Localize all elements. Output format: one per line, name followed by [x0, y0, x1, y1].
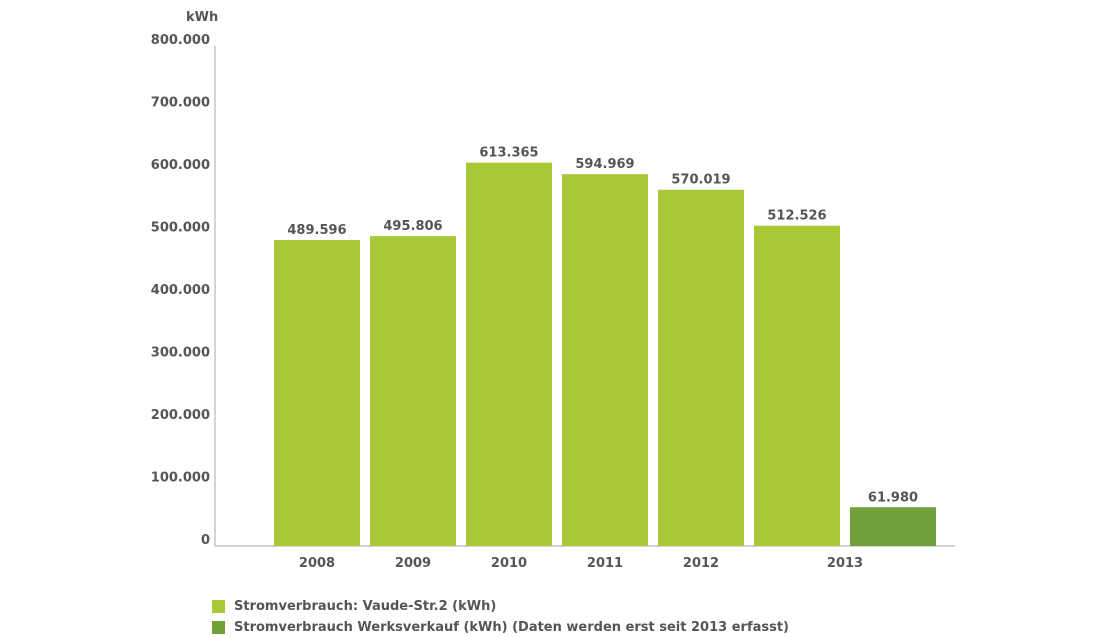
value-label-2009-series-1: 495.806: [383, 219, 442, 234]
bar-2012-series-1: [658, 189, 744, 546]
bar-2011-series-1: [562, 174, 648, 546]
x-tick-label-2013: 2013: [827, 556, 863, 571]
y-axis-label: kWh: [186, 10, 218, 25]
bar-2013-series-1: [754, 225, 840, 546]
bar-chart: kWh 0 100.000 200.000 300.000 400.000 500.000…: [151, 10, 955, 571]
bar-2008-series-1: [274, 240, 360, 546]
y-tick-label: 700.000: [151, 96, 210, 111]
bar-2013-series-2: [850, 507, 936, 546]
x-tick-label-2009: 2009: [395, 556, 431, 571]
legend-label-vaude-str2: Stromverbrauch: Vaude-Str.2 (kWh): [234, 599, 497, 614]
value-label-2010-series-1: 613.365: [479, 146, 538, 161]
legend-swatch-werksverkauf: [212, 621, 225, 634]
y-tick-label: 300.000: [151, 346, 210, 361]
y-tick-label: 100.000: [151, 471, 210, 486]
value-label-2013-series-1: 512.526: [767, 209, 826, 224]
legend-item-vaude-str2: Stromverbrauch: Vaude-Str.2 (kWh): [212, 596, 789, 617]
legend-swatch-vaude-str2: [212, 600, 225, 613]
y-tick-label: 800.000: [151, 33, 210, 48]
legend-item-werksverkauf: Stromverbrauch Werksverkauf (kWh) (Daten…: [212, 617, 789, 638]
y-tick-label: 0: [201, 533, 210, 548]
legend-label-werksverkauf: Stromverbrauch Werksverkauf (kWh) (Daten…: [234, 620, 790, 635]
y-tick-label: 500.000: [151, 221, 210, 236]
bar-2010-series-1: [466, 162, 552, 546]
x-tick-label-2011: 2011: [587, 556, 623, 571]
y-tick-label: 600.000: [151, 158, 210, 173]
value-label-2011-series-1: 594.969: [575, 157, 634, 172]
y-tick-label: 400.000: [151, 283, 210, 298]
y-tick-label: 200.000: [151, 408, 210, 423]
legend: Stromverbrauch: Vaude-Str.2 (kWh) Stromv…: [212, 596, 789, 638]
x-tick-label-2010: 2010: [491, 556, 527, 571]
x-tick-label-2008: 2008: [299, 556, 335, 571]
value-label-2013-series-2: 61.980: [868, 490, 918, 505]
x-tick-label-2012: 2012: [683, 556, 719, 571]
value-label-2012-series-1: 570.019: [671, 173, 730, 188]
value-label-2008-series-1: 489.596: [287, 223, 346, 238]
bar-2009-series-1: [370, 236, 456, 546]
